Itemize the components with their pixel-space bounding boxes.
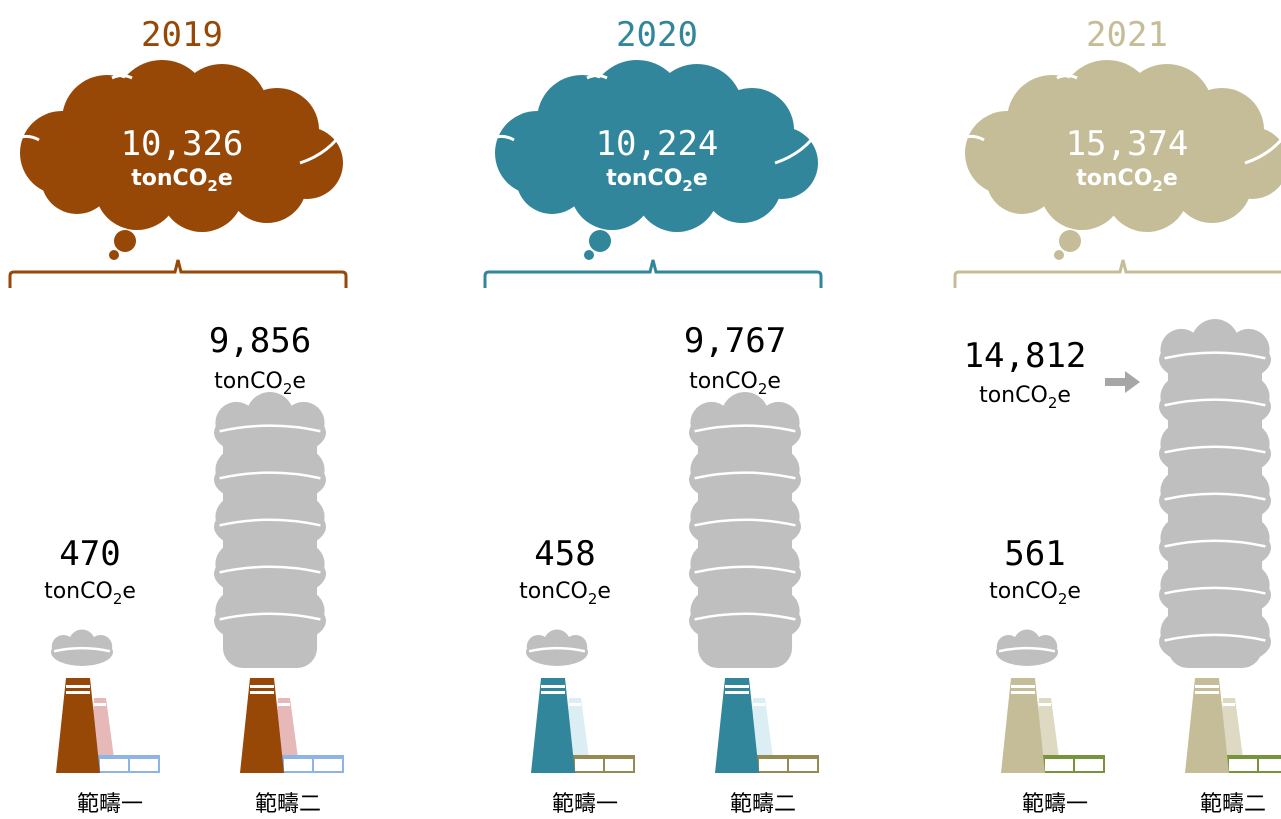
scope2-unit: tonCO2e [214,369,306,398]
category-label-scope1: 範疇一 [77,792,143,817]
scope1-unit: tonCO2e [989,579,1081,608]
year-title: 2019 [141,15,223,55]
scope2-value: 9,856 [209,321,311,361]
scope2-value: 14,812 [964,336,1087,376]
scope1-unit: tonCO2e [519,579,611,608]
category-label-scope2: 範疇二 [730,792,796,817]
total-unit: tonCO2e [1076,166,1178,195]
scope1-factory [56,678,160,773]
scope1-smoke [51,629,113,666]
total-unit: tonCO2e [606,166,708,195]
scope1-unit: tonCO2e [44,579,136,608]
scope2-smoke [1159,319,1271,668]
category-label-scope1: 範疇一 [1022,792,1088,817]
year-panel-2019: 201910,326tonCO2e470tonCO2e9,856tonCO2e範… [8,15,348,817]
scope2-arrow-icon [1105,371,1140,393]
total-value: 15,374 [1066,124,1189,164]
scope1-factory [1001,678,1105,773]
scope2-unit: tonCO2e [689,369,781,398]
total-cloud [491,60,822,260]
scope2-factory [240,678,344,773]
scope1-smoke [526,629,588,666]
total-bracket [8,259,348,288]
total-bracket [483,259,823,288]
category-label-scope1: 範疇一 [552,792,618,817]
total-cloud [16,60,347,260]
scope2-unit: tonCO2e [979,383,1071,412]
total-value: 10,224 [596,124,719,164]
scope1-value: 470 [59,534,120,574]
year-title: 2021 [1086,15,1168,55]
total-bracket [953,259,1281,288]
year-panel-2020: 202010,224tonCO2e458tonCO2e9,767tonCO2e範… [483,15,823,817]
year-title: 2020 [616,15,698,55]
scope2-smoke [689,392,801,668]
scope1-value: 561 [1004,534,1065,574]
total-cloud [961,60,1281,260]
scope2-value: 9,767 [684,321,786,361]
year-panel-2021: 202115,374tonCO2e561tonCO2e14,812tonCO2e… [953,15,1281,817]
category-label-scope2: 範疇二 [1200,792,1266,817]
category-label-scope2: 範疇二 [255,792,321,817]
scope2-smoke [214,392,326,668]
scope2-factory [1185,678,1281,773]
scope2-factory [715,678,819,773]
scope1-smoke [996,629,1058,666]
total-value: 10,326 [121,124,244,164]
total-unit: tonCO2e [131,166,233,195]
scope1-factory [531,678,635,773]
scope1-value: 458 [534,534,595,574]
